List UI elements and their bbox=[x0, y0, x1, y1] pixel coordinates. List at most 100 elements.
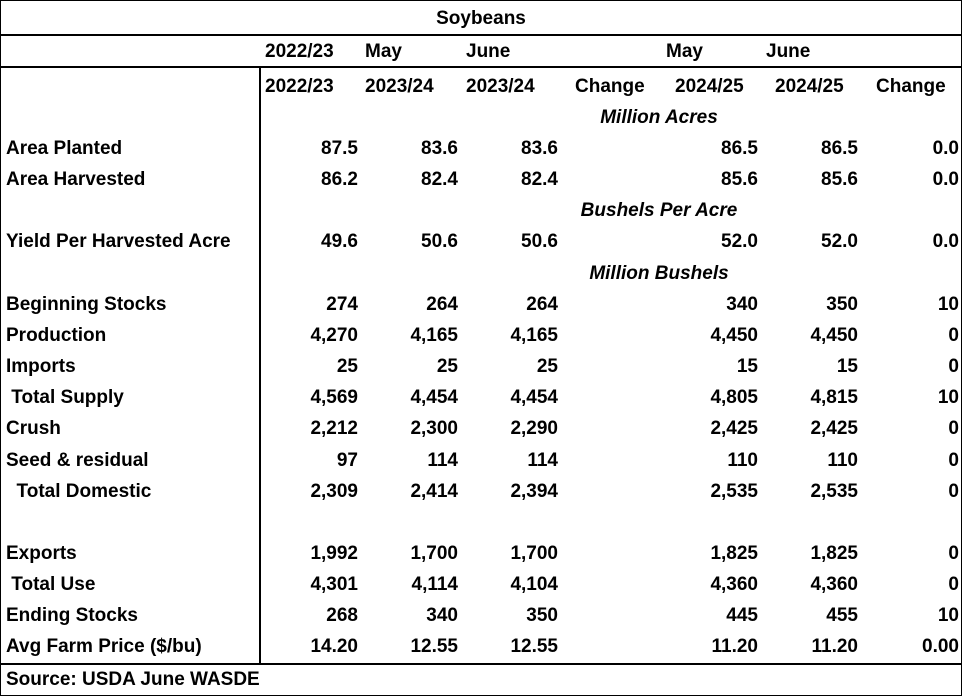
header-may-2024: May bbox=[666, 41, 703, 62]
row-label: Crush bbox=[6, 418, 61, 439]
table-cell: 340 bbox=[426, 605, 458, 626]
row-label: Total Supply bbox=[6, 387, 124, 408]
table-cell: 114 bbox=[427, 450, 458, 471]
table-cell: 1,700 bbox=[510, 543, 558, 564]
table-cell: 0.0 bbox=[932, 138, 959, 159]
table-cell: 4,301 bbox=[310, 574, 358, 595]
table-cell: 86.5 bbox=[721, 138, 758, 159]
table-cell: 0.0 bbox=[932, 169, 959, 190]
table-cell: 0 bbox=[948, 574, 959, 595]
table-cell: 12.55 bbox=[410, 636, 458, 657]
table-cell: 4,569 bbox=[310, 387, 358, 408]
table-cell: 2,300 bbox=[410, 418, 458, 439]
table-cell: 455 bbox=[826, 605, 858, 626]
table-cell: 4,450 bbox=[710, 325, 758, 346]
table-cell: 114 bbox=[527, 450, 558, 471]
table-cell: 2,290 bbox=[510, 418, 558, 439]
table-cell: 0 bbox=[948, 543, 959, 564]
divider-label-column bbox=[259, 67, 261, 663]
table-cell: 11.20 bbox=[711, 636, 759, 657]
header-june-2023: June bbox=[466, 41, 511, 62]
table-cell: 25 bbox=[436, 356, 458, 377]
table-cell: 97 bbox=[336, 450, 358, 471]
table-cell: 52.0 bbox=[821, 231, 858, 252]
table-cell: 1,825 bbox=[810, 543, 858, 564]
table-cell: 50.6 bbox=[521, 231, 558, 252]
table-cell: 85.6 bbox=[721, 169, 758, 190]
unit-bushels-per-acre: Bushels Per Acre bbox=[580, 200, 738, 221]
table-cell: 4,270 bbox=[310, 325, 358, 346]
table-cell: 2,425 bbox=[710, 418, 758, 439]
table-cell: 0 bbox=[948, 356, 959, 377]
header-2024-25-june: 2024/25 bbox=[775, 76, 844, 97]
header-change-2024-25: Change bbox=[876, 76, 946, 97]
table-cell: 350 bbox=[826, 294, 858, 315]
row-label: Yield Per Harvested Acre bbox=[6, 231, 231, 252]
row-label: Imports bbox=[6, 356, 76, 377]
table-cell: 4,360 bbox=[710, 574, 758, 595]
row-label: Ending Stocks bbox=[6, 605, 138, 626]
table-cell: 82.4 bbox=[421, 169, 458, 190]
row-label: Total Use bbox=[6, 574, 96, 595]
table-cell: 85.6 bbox=[821, 169, 858, 190]
unit-million-bushels: Million Bushels bbox=[589, 263, 729, 284]
table-cell: 0 bbox=[948, 325, 959, 346]
row-label: Area Planted bbox=[6, 138, 123, 159]
table-cell: 82.4 bbox=[521, 169, 558, 190]
table-cell: 110 bbox=[727, 450, 758, 471]
table-cell: 264 bbox=[426, 294, 458, 315]
row-label: Production bbox=[6, 325, 107, 346]
table-cell: 4,454 bbox=[410, 387, 458, 408]
row-label: Avg Farm Price ($/bu) bbox=[6, 636, 202, 657]
table-cell: 110 bbox=[827, 450, 858, 471]
table-cell: 49.6 bbox=[321, 231, 358, 252]
divider-title bbox=[1, 34, 961, 36]
table-cell: 0 bbox=[948, 418, 959, 439]
table-cell: 83.6 bbox=[521, 138, 558, 159]
table-cell: 1,825 bbox=[710, 543, 758, 564]
table-cell: 4,114 bbox=[411, 574, 459, 595]
row-label: Seed & residual bbox=[6, 450, 149, 471]
table-cell: 2,535 bbox=[710, 481, 758, 502]
source-note: Source: USDA June WASDE bbox=[6, 669, 260, 690]
table-cell: 4,165 bbox=[510, 325, 558, 346]
table-cell: 4,805 bbox=[710, 387, 758, 408]
table-cell: 274 bbox=[326, 294, 358, 315]
table-cell: 350 bbox=[526, 605, 558, 626]
table-cell: 2,535 bbox=[810, 481, 858, 502]
table-cell: 10 bbox=[937, 294, 959, 315]
table-cell: 268 bbox=[326, 605, 358, 626]
row-label: Beginning Stocks bbox=[6, 294, 167, 315]
table-cell: 4,360 bbox=[810, 574, 858, 595]
table-cell: 12.55 bbox=[510, 636, 558, 657]
table-cell: 14.20 bbox=[310, 636, 358, 657]
table-cell: 445 bbox=[726, 605, 758, 626]
header-may-2023: May bbox=[365, 41, 402, 62]
table-cell: 10 bbox=[937, 387, 959, 408]
table-cell: 4,450 bbox=[810, 325, 858, 346]
table-cell: 0.00 bbox=[922, 636, 959, 657]
table-title: Soybeans bbox=[436, 8, 526, 29]
table-cell: 15 bbox=[736, 356, 758, 377]
header-2022-23: 2022/23 bbox=[265, 76, 334, 97]
table-cell: 11.20 bbox=[811, 636, 859, 657]
header-2023-24-june: 2023/24 bbox=[466, 76, 535, 97]
table-cell: 83.6 bbox=[421, 138, 458, 159]
table-cell: 2,394 bbox=[510, 481, 558, 502]
table-cell: 4,815 bbox=[810, 387, 858, 408]
table-cell: 25 bbox=[336, 356, 358, 377]
table-cell: 0 bbox=[948, 450, 959, 471]
table-cell: 15 bbox=[836, 356, 858, 377]
table-cell: 87.5 bbox=[321, 138, 358, 159]
divider-source bbox=[1, 663, 961, 665]
header-june-2024: June bbox=[766, 41, 811, 62]
table-cell: 4,104 bbox=[510, 574, 558, 595]
header-2024-25-may: 2024/25 bbox=[675, 76, 744, 97]
row-label: Total Domestic bbox=[6, 481, 152, 502]
table-cell: 340 bbox=[726, 294, 758, 315]
table-cell: 50.6 bbox=[421, 231, 458, 252]
table-cell: 4,165 bbox=[410, 325, 458, 346]
divider-header bbox=[1, 66, 961, 68]
header-change-2023-24: Change bbox=[575, 76, 645, 97]
